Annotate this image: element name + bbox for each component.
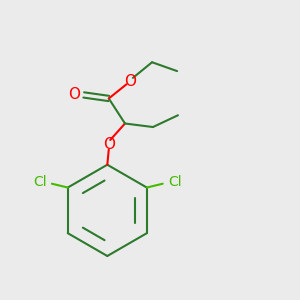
Text: O: O	[124, 74, 136, 89]
Text: O: O	[103, 137, 115, 152]
Text: O: O	[68, 87, 80, 102]
Text: Cl: Cl	[168, 175, 182, 189]
Text: Cl: Cl	[33, 175, 46, 189]
